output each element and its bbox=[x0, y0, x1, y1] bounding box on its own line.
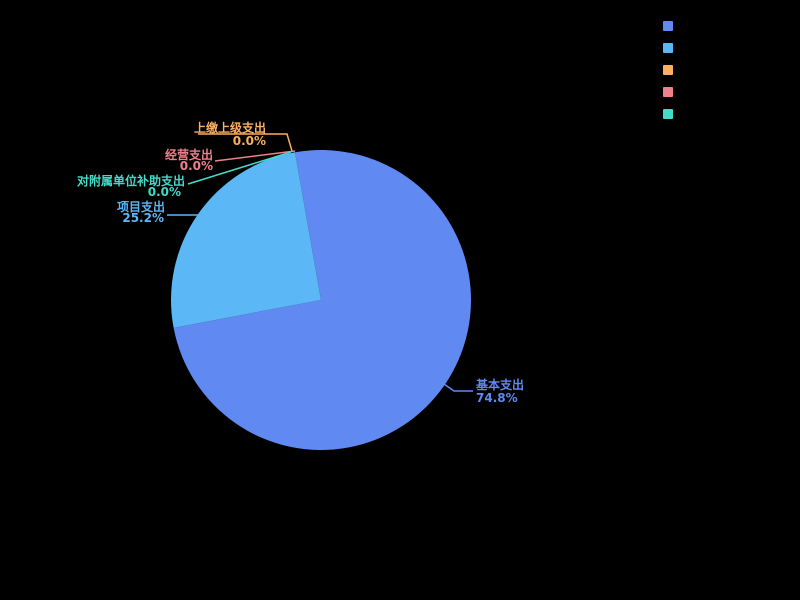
legend-swatch-basic-expenditure[interactable] bbox=[663, 21, 673, 31]
leader-line-payment-to-superior bbox=[198, 133, 293, 152]
leader-line-basic-expenditure bbox=[443, 383, 473, 392]
pie bbox=[171, 150, 472, 451]
slice-label-name: 上缴上级支出 bbox=[194, 120, 266, 135]
slice-label-name: 项目支出 bbox=[117, 199, 165, 214]
legend-swatch-payment-to-superior[interactable] bbox=[663, 65, 673, 75]
slice-label-operating-expenditure: 经营支出 0.0% bbox=[165, 147, 213, 173]
legend-swatch-operating-expenditure[interactable] bbox=[663, 87, 673, 97]
slice-label-percent: 25.2% bbox=[122, 211, 164, 225]
slice-label-basic-expenditure: 基本支出 74.8% bbox=[475, 377, 524, 405]
slice-label-percent: 0.0% bbox=[148, 185, 181, 199]
legend-swatch-project-expenditure[interactable] bbox=[663, 43, 673, 53]
legend bbox=[663, 21, 673, 119]
leader-line-operating-expenditure bbox=[214, 150, 296, 162]
slice-label-percent: 0.0% bbox=[180, 159, 213, 173]
slice-label-name: 基本支出 bbox=[475, 377, 524, 392]
slice-label-percent: 0.0% bbox=[233, 134, 266, 148]
legend-swatch-subsidy-to-affiliated-units[interactable] bbox=[663, 109, 673, 119]
leader-line-subsidy-to-affiliated-units bbox=[187, 151, 292, 185]
slice-label-name: 对附属单位补助支出 bbox=[77, 173, 185, 188]
pie-slice-1[interactable] bbox=[171, 152, 321, 328]
slice-label-percent: 74.8% bbox=[476, 391, 518, 405]
pie-slice-0[interactable] bbox=[173, 150, 472, 451]
slice-label-subsidy-to-affiliated-units: 对附属单位补助支出 0.0% bbox=[77, 173, 185, 199]
slice-label-project-expenditure: 项目支出 25.2% bbox=[117, 199, 165, 225]
slice-label-payment-to-superior: 上缴上级支出 0.0% bbox=[194, 120, 266, 148]
slice-label-name: 经营支出 bbox=[165, 147, 213, 162]
